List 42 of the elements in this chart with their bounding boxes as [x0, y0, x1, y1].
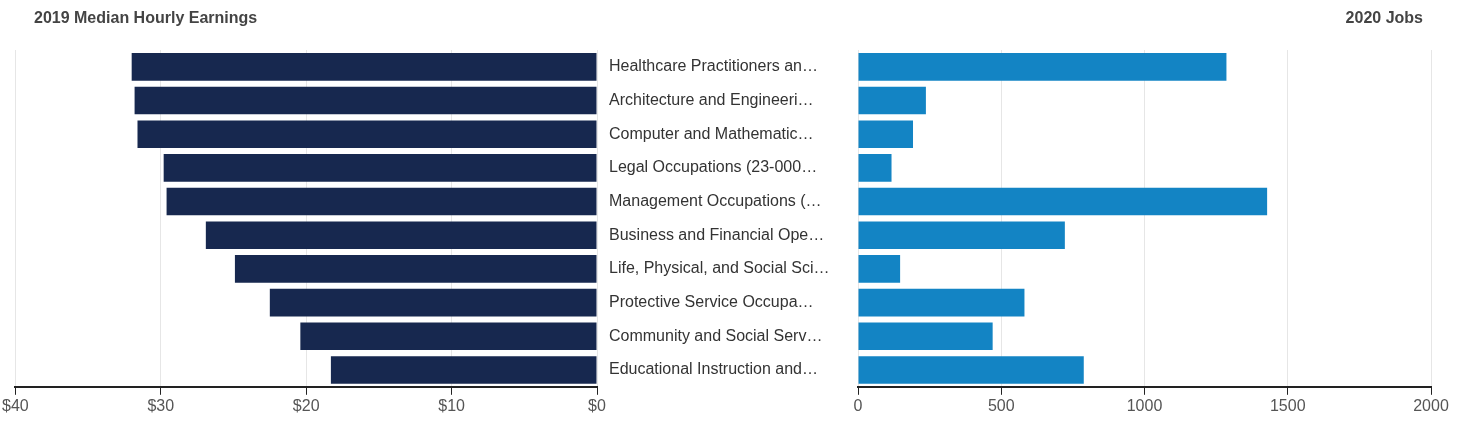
x-tick-label: 500 [987, 396, 1015, 414]
bar [858, 356, 1084, 384]
y-tick-label: Legal Occupations (23-000… [609, 158, 818, 176]
x-tick-label: $30 [147, 396, 175, 414]
x-tick-label: 0 [853, 396, 863, 414]
bar [205, 221, 597, 250]
x-tick-label: $20 [292, 396, 320, 414]
chart-title: 2020 Jobs [1345, 9, 1423, 27]
bar [269, 288, 597, 317]
y-tick-label: Protective Service Occupa… [609, 293, 814, 311]
bar [131, 53, 597, 81]
x-tick-label: 2000 [1413, 396, 1449, 414]
bar [858, 86, 926, 115]
bar [134, 86, 597, 115]
bar [858, 154, 892, 182]
x-tick-label: 1000 [1126, 396, 1163, 414]
bar [858, 187, 1268, 216]
y-tick-label: Management Occupations (… [609, 191, 822, 209]
bar [166, 187, 597, 216]
bar [858, 221, 1065, 250]
bar [858, 53, 1227, 81]
x-tick-label: $40 [2, 396, 29, 414]
bar [858, 322, 993, 351]
x-tick-label: 1500 [1269, 396, 1306, 414]
y-tick-label: Educational Instruction and… [609, 360, 819, 378]
bar [234, 255, 597, 283]
bar [163, 154, 597, 182]
bar [330, 356, 597, 384]
x-tick-label: $10 [438, 396, 466, 414]
bar [858, 120, 914, 149]
chart-title: 2019 Median Hourly Earnings [34, 9, 258, 27]
bar [137, 120, 597, 149]
y-tick-label: Healthcare Practitioners an… [609, 57, 818, 75]
y-tick-label: Architecture and Engineeri… [609, 90, 814, 108]
y-tick-label: Life, Physical, and Social Sci… [609, 259, 830, 277]
bar [858, 288, 1025, 317]
bar [300, 322, 597, 351]
y-tick-label: Community and Social Serv… [609, 326, 823, 344]
y-tick-label: Computer and Mathematic… [609, 124, 814, 142]
x-tick-label: $0 [588, 396, 606, 414]
y-tick-label: Business and Financial Ope… [609, 225, 825, 243]
bar [858, 255, 901, 283]
